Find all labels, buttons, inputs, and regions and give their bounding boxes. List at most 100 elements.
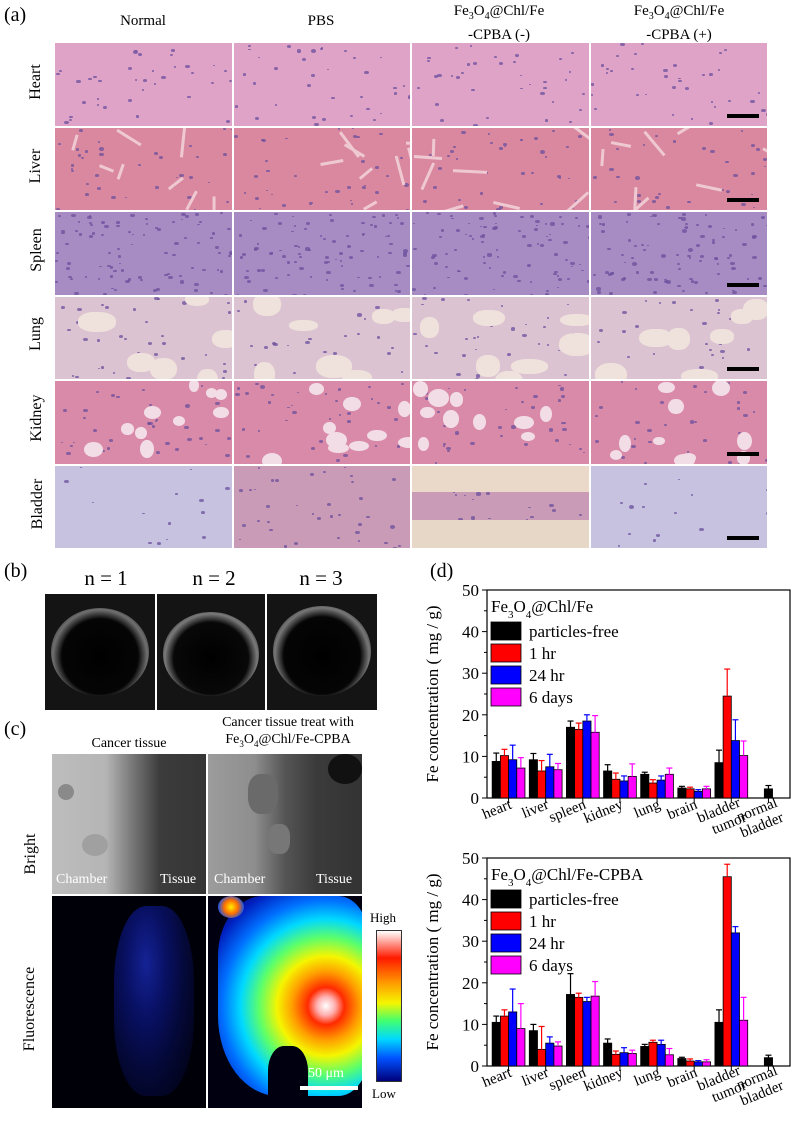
col-header-cancer-tissue: Cancer tissue	[91, 736, 167, 751]
scale-bar	[727, 451, 759, 456]
ultrasound-image-1	[45, 594, 155, 710]
histology-tile-heart-1	[55, 43, 232, 126]
row-label-kidney: Kidney	[28, 394, 45, 442]
bar-particles-free	[714, 762, 724, 799]
y-tick-label: 10	[462, 747, 479, 766]
bar-1-hr	[537, 1048, 547, 1067]
histology-tile-kidney-1	[55, 381, 232, 464]
histology-tile-lung-2	[233, 296, 410, 379]
bar-1-hr	[648, 1041, 658, 1067]
y-tick-label: 40	[462, 891, 479, 910]
x-tick-label: lung	[632, 1065, 663, 1090]
bar-1-hr	[722, 876, 732, 1067]
legend-title: Fe3O4@Chl/Fe	[491, 597, 593, 621]
legend-label: particles-free	[529, 890, 619, 909]
histology-grid	[55, 43, 769, 548]
bar-particles-free	[566, 994, 576, 1067]
legend-swatch	[490, 643, 522, 663]
x-tick-label: normalbladder	[732, 795, 786, 842]
x-tick-label: liver	[520, 1065, 551, 1090]
legend-swatch	[490, 621, 522, 641]
histology-tile-liver-1	[55, 127, 232, 210]
bright-image-treated: Chamber Tissue	[208, 754, 362, 894]
legend-label: 6 days	[529, 688, 573, 707]
bar-24-hr	[730, 932, 740, 1067]
bar-1-hr	[499, 755, 509, 799]
scale-bar	[727, 282, 759, 287]
bar-24-hr	[545, 1042, 555, 1067]
bar-particles-free	[603, 770, 613, 799]
panel-d-label: (d)	[430, 560, 454, 582]
y-tick-label: 30	[462, 664, 479, 683]
col-header-text: PBS	[307, 13, 335, 29]
fluorescence-image-control	[52, 896, 206, 1108]
bar-1-hr	[648, 782, 658, 799]
bar-1-hr	[574, 728, 584, 799]
scale-bar-label: 50 μm	[308, 1066, 344, 1081]
bar-24-hr	[656, 1043, 666, 1067]
col-header-text: Normal	[120, 13, 166, 29]
legend-swatch	[490, 889, 522, 909]
histology-tile-lung-3	[412, 296, 589, 379]
legend-label: 6 days	[529, 956, 573, 975]
histology-tile-bladder-2	[233, 465, 410, 548]
row-label-lung: Lung	[27, 317, 44, 351]
bar-24-hr	[508, 1011, 518, 1067]
histology-tile-kidney-3	[412, 381, 589, 464]
ultrasound-image-3	[267, 594, 377, 710]
col-header-line2: -CPBA (-)	[467, 27, 531, 43]
x-tick-label: liver	[520, 797, 551, 822]
bar-6-days	[701, 788, 711, 799]
scale-bar	[727, 367, 759, 371]
legend-title-part: @Chl/Fe-CPBA	[531, 865, 644, 884]
bar-1-hr	[722, 695, 732, 799]
legend-title-part: Fe	[491, 597, 508, 616]
row-label-bright: Bright	[22, 833, 39, 875]
col-header-normal: Normal	[55, 12, 231, 30]
histology-tile-heart-3	[412, 43, 589, 126]
legend-swatch	[490, 933, 522, 953]
ultrasound-label-3: n = 3	[299, 566, 343, 590]
bar-6-days	[553, 1045, 563, 1067]
legend-label: 24 hr	[529, 666, 565, 685]
chamber-label: Chamber	[214, 872, 266, 887]
row-label-spleen: Spleen	[28, 228, 45, 272]
col-header-cpba-minus: Fe3O4@Chl/Fe -CPBA (-)	[410, 2, 588, 44]
bar-6-days	[701, 1061, 711, 1067]
legend-title-part: 4	[526, 609, 532, 621]
ultrasound-label-2: n = 2	[192, 566, 236, 590]
bar-particles-free	[714, 1021, 724, 1067]
bar-6-days	[664, 773, 674, 799]
col-header-pbs: PBS	[233, 12, 409, 30]
legend-title-part: Fe	[491, 865, 508, 884]
legend-label: 1 hr	[529, 912, 556, 931]
bar-24-hr	[619, 780, 629, 799]
panel-b-label: (b)	[4, 560, 28, 582]
scale-bar	[727, 536, 759, 540]
bar-particles-free	[528, 1030, 538, 1067]
row-label-liver: Liver	[27, 148, 44, 184]
bar-6-days	[627, 775, 637, 799]
bar-6-days	[590, 731, 600, 799]
y-tick-label: 20	[462, 974, 479, 993]
colorbar-high-label: High	[370, 910, 396, 925]
histology-tile-liver-2	[233, 127, 410, 210]
bar-1-hr	[685, 788, 695, 799]
bar-24-hr	[582, 720, 592, 799]
legend-swatch	[490, 687, 522, 707]
tissue-label: Tissue	[160, 872, 197, 887]
bar-6-days	[739, 1019, 749, 1067]
bar-6-days	[516, 1028, 526, 1067]
bar-particles-free	[763, 788, 773, 799]
bar-6-days	[664, 1054, 674, 1067]
col-header-treated-line1: Cancer tissue treat with	[222, 715, 354, 730]
bar-1-hr	[499, 1015, 509, 1067]
col-header-cpba-plus: Fe3O4@Chl/Fe -CPBA (+)	[590, 2, 768, 44]
bar-1-hr	[685, 1060, 695, 1067]
scale-bar	[727, 113, 759, 118]
legend-label: 1 hr	[529, 644, 556, 663]
bar-chart-top: 0 10 20 30 40 50 Fe concentration ( mg / g) hea…	[423, 581, 791, 842]
legend-title-part: O	[514, 597, 526, 616]
bar-24-hr	[619, 1052, 629, 1067]
panel-c-label: (c)	[4, 718, 27, 740]
